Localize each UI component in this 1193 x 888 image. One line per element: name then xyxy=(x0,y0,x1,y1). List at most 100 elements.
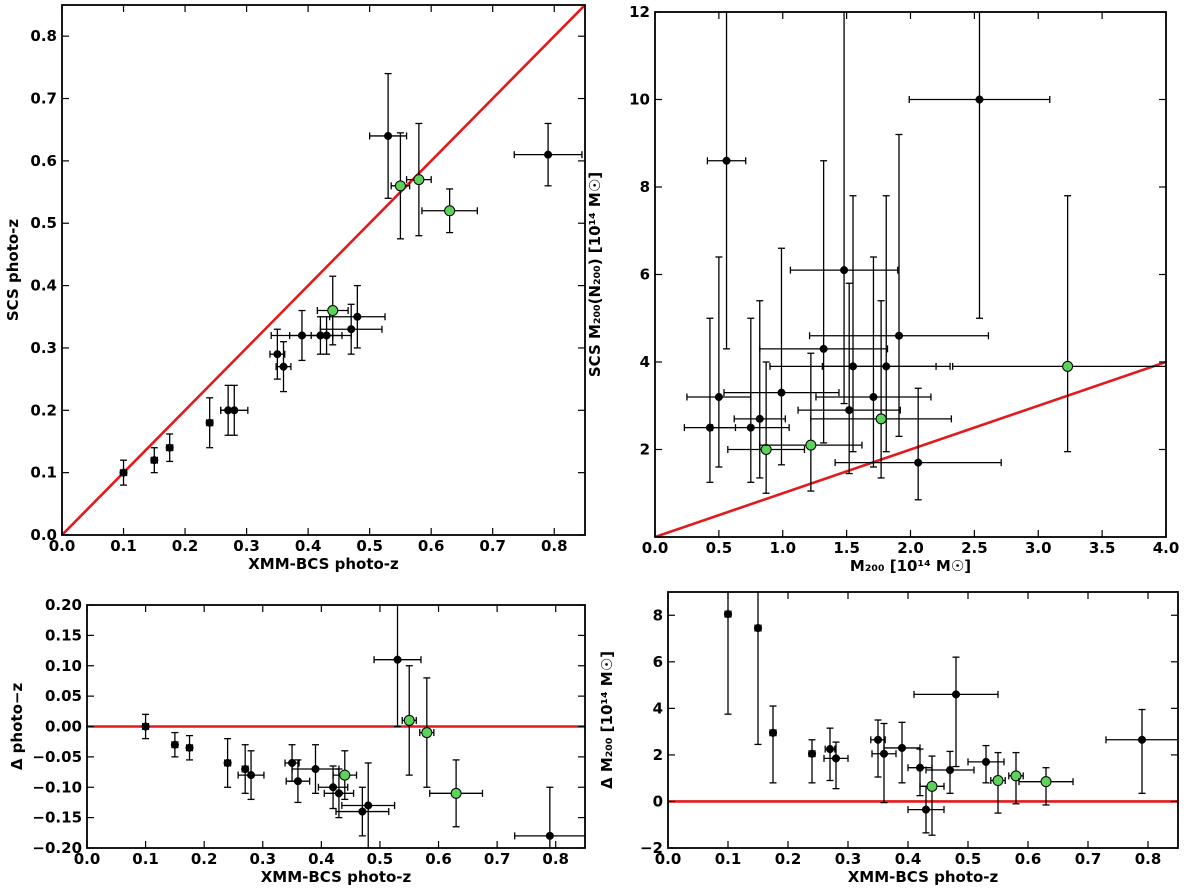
x-tick-label: 0.1 xyxy=(715,850,742,868)
data-marker xyxy=(241,764,250,774)
data-point xyxy=(870,719,886,778)
panel-bottom-right: 0.0 0.1 0.2 0.3 0.4 0.5 0.6 0.7 0.8 −2 0 2 4 6 8 XMM-BC… xyxy=(598,591,1179,886)
data-marker xyxy=(393,655,402,664)
data-point xyxy=(323,768,355,819)
data-point xyxy=(419,677,435,788)
data-marker xyxy=(170,740,179,749)
data-marker xyxy=(981,757,991,766)
data-marker xyxy=(945,765,955,775)
x-tick-label: 0.5 xyxy=(706,539,733,557)
data-marker xyxy=(347,325,356,334)
x-axis-label: XMM-BCS photo-z xyxy=(848,868,999,886)
y-tick-label: 0.10 xyxy=(45,657,82,675)
y-tick-label: 6 xyxy=(640,266,650,284)
data-marker xyxy=(230,406,239,415)
x-tick-label: 0.4 xyxy=(308,850,335,868)
y-tick-label: −0.20 xyxy=(32,839,82,857)
y-tick-label: 0.00 xyxy=(45,718,82,736)
data-marker xyxy=(723,610,733,619)
x-tick-label: 0.6 xyxy=(425,850,452,868)
data-point xyxy=(759,352,863,492)
data-marker xyxy=(755,414,764,423)
x-tick-label: 0.3 xyxy=(233,537,260,555)
data-marker xyxy=(915,763,925,772)
data-point xyxy=(275,341,292,393)
y-tick-label: 8 xyxy=(653,606,663,624)
data-marker xyxy=(845,406,854,415)
data-marker xyxy=(760,444,772,455)
data-marker xyxy=(421,727,433,739)
x-tick-label: 0.0 xyxy=(655,850,682,868)
data-point xyxy=(319,303,383,355)
data-point xyxy=(1008,751,1024,805)
data-point xyxy=(170,731,179,758)
x-tick-label: 0.0 xyxy=(642,539,669,557)
data-marker xyxy=(926,780,938,792)
x-tick-label: 0.2 xyxy=(191,850,218,868)
x-tick-label: 0.5 xyxy=(955,850,982,868)
x-tick-label: 0.5 xyxy=(356,537,383,555)
data-point xyxy=(990,751,1006,814)
data-point xyxy=(821,195,951,453)
data-point xyxy=(723,247,840,466)
data-marker xyxy=(807,749,817,758)
x-tick-label: 0.4 xyxy=(295,537,322,555)
data-marker xyxy=(1062,360,1074,372)
x-tick-label: 0.6 xyxy=(418,537,445,555)
data-marker xyxy=(805,439,817,451)
data-point xyxy=(141,713,150,740)
data-marker xyxy=(951,690,961,699)
x-tick-label: 0.7 xyxy=(1075,850,1102,868)
data-marker xyxy=(185,743,194,752)
data-marker xyxy=(753,624,763,633)
reference-line xyxy=(655,360,1166,537)
panel-top-right: 0.0 0.5 1.0 1.5 2.0 2.5 3.0 3.5 4.0 2 4 6 8 10 12 M₂₀₀ … xyxy=(586,3,1179,575)
x-tick-label: 0.4 xyxy=(895,850,922,868)
x-tick-label: 3.0 xyxy=(1025,539,1052,557)
data-point xyxy=(908,12,1051,319)
data-point xyxy=(165,433,174,463)
data-point xyxy=(824,727,836,782)
data-point xyxy=(285,759,311,804)
data-point xyxy=(205,397,214,449)
data-point xyxy=(1105,708,1178,794)
data-marker xyxy=(831,754,841,763)
y-tick-label: 8 xyxy=(640,178,650,196)
x-tick-label: 0.8 xyxy=(1135,850,1162,868)
data-marker xyxy=(992,775,1004,787)
data-marker xyxy=(722,156,731,165)
y-tick-label: 10 xyxy=(629,91,650,109)
data-point xyxy=(823,741,849,790)
y-tick-label: 0.8 xyxy=(30,27,57,45)
data-point xyxy=(723,592,733,715)
data-marker xyxy=(894,331,904,340)
y-tick-label: −0.10 xyxy=(32,778,82,796)
y-tick-label: 12 xyxy=(629,3,650,21)
data-point xyxy=(513,122,583,187)
data-marker xyxy=(322,331,331,340)
data-point xyxy=(390,132,411,240)
data-marker xyxy=(334,789,343,798)
data-point xyxy=(727,361,806,494)
data-marker xyxy=(882,362,891,371)
data-point xyxy=(815,256,932,468)
data-marker xyxy=(223,758,232,768)
y-tick-label: 0.5 xyxy=(30,214,57,232)
x-tick-label: 0.3 xyxy=(835,850,862,868)
data-marker xyxy=(150,456,159,465)
plot-area xyxy=(668,592,1178,836)
data-point xyxy=(421,188,478,234)
data-point xyxy=(808,133,990,438)
data-marker xyxy=(768,728,778,737)
data-marker xyxy=(384,131,393,140)
data-marker xyxy=(777,388,786,397)
data-point xyxy=(753,592,763,746)
data-point xyxy=(316,275,349,346)
y-axis-label: SCS photo-z xyxy=(4,219,22,322)
plot-area xyxy=(87,605,585,848)
data-marker xyxy=(975,95,984,104)
data-marker xyxy=(339,769,351,781)
y-tick-label: 6 xyxy=(653,653,663,671)
data-marker xyxy=(119,468,128,477)
y-axis-label: Δ photo−z xyxy=(8,683,26,771)
